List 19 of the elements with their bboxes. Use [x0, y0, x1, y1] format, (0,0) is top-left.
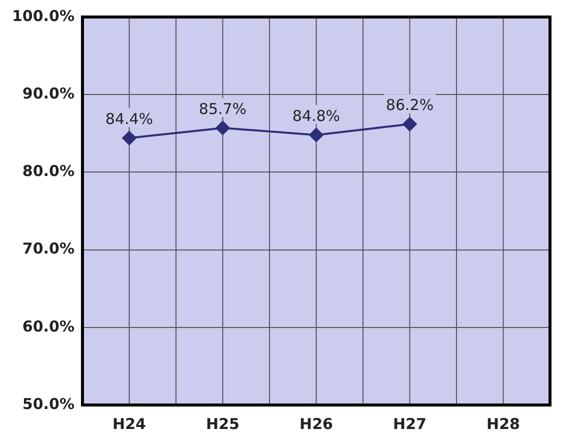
y-tick-label: 90.0%	[22, 84, 74, 102]
x-tick-label: H26	[300, 414, 333, 433]
y-tick-label: 80.0%	[22, 162, 74, 180]
y-tick-label: 60.0%	[22, 317, 74, 336]
y-tick-label: 50.0%	[22, 394, 74, 413]
data-label: 85.7%	[198, 100, 247, 118]
x-tick-label: H28	[486, 414, 520, 433]
x-tick-label: H24	[112, 414, 146, 433]
x-tick-label: H25	[206, 414, 240, 433]
point	[216, 120, 230, 135]
data-label: 86.2%	[386, 96, 434, 114]
x-tick-label: H27	[393, 414, 426, 433]
point	[122, 131, 136, 146]
data-label: 84.4%	[105, 110, 154, 128]
y-tick-label: 70.0%	[22, 240, 74, 258]
point	[309, 128, 324, 142]
point	[402, 117, 417, 132]
y-tick-label: 100.0%	[12, 6, 74, 25]
data-label: 84.8%	[292, 106, 340, 125]
